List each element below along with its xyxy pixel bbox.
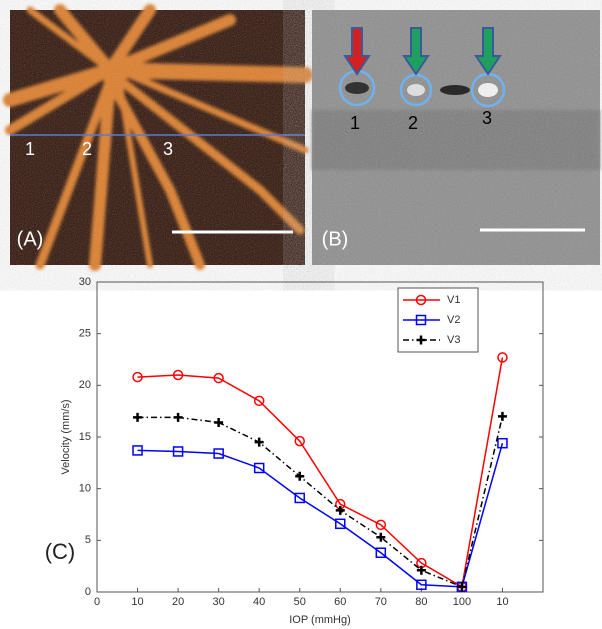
panel-label: (C) (45, 539, 76, 564)
legend-label: V3 (447, 334, 460, 346)
panel-a: 1 2 3 (A) (10, 10, 305, 265)
panel-label: (B) (322, 228, 349, 250)
vessel-marker: 3 (163, 139, 173, 159)
x-tick-label: 10 (496, 596, 508, 608)
figure-canvas: 1 2 3 (A) 1 2 3 (B) (C) IOP (mmHg) Veloc… (0, 0, 602, 629)
point (174, 413, 183, 422)
y-tick-label: 30 (79, 276, 91, 288)
vessel-marker: 1 (25, 139, 35, 159)
panel-b: 1 2 3 (B) (312, 10, 600, 265)
x-tick-label: 100 (453, 596, 471, 608)
x-tick-label: 60 (334, 596, 346, 608)
x-tick-label: 50 (294, 596, 306, 608)
series-line (138, 357, 503, 586)
x-tick-label: 80 (415, 596, 427, 608)
y-tick-label: 10 (79, 483, 91, 495)
x-axis-label: IOP (mmHg) (289, 614, 351, 626)
legend-label: V2 (447, 314, 460, 326)
y-tick-label: 5 (85, 534, 91, 546)
series-line (138, 416, 503, 586)
vessel-marker: 2 (82, 139, 92, 159)
x-tick-label: 30 (213, 596, 225, 608)
y-tick-label: 25 (79, 328, 91, 340)
x-tick-label: 40 (253, 596, 265, 608)
panel-label: (A) (17, 228, 44, 250)
x-tick-label: 10 (131, 596, 143, 608)
x-tick-label: 0 (94, 596, 100, 608)
vessel-marker: 3 (482, 108, 492, 128)
vessel-marker: 2 (408, 113, 418, 133)
legend-label: V1 (447, 294, 460, 306)
y-tick-label: 20 (79, 379, 91, 391)
point (498, 412, 507, 421)
vessel-marker: 1 (350, 113, 360, 133)
point (133, 413, 142, 422)
y-tick-label: 15 (79, 431, 91, 443)
series-line (138, 443, 503, 587)
x-tick-label: 70 (375, 596, 387, 608)
figure: 1 2 3 (A) 1 2 3 (B) (C) IOP (mmHg) Veloc… (0, 0, 602, 629)
point (295, 472, 304, 481)
y-axis-label: Velocity (mm/s) (60, 399, 72, 474)
x-tick-label: 20 (172, 596, 184, 608)
point (214, 418, 223, 427)
y-tick-label: 0 (85, 586, 91, 598)
